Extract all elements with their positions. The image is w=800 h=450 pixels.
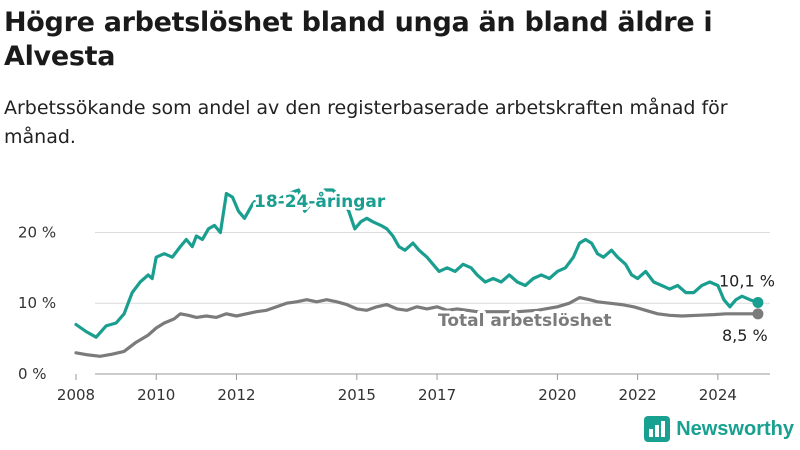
chart-series xyxy=(74,188,764,358)
y-tick-label: 20 % xyxy=(18,223,56,241)
total-end-value-label: 8,5 % xyxy=(722,326,768,345)
x-tick-label: 2015 xyxy=(338,386,376,404)
logo-text: Newsworthy xyxy=(676,417,794,440)
x-tick-label: 2017 xyxy=(418,386,456,404)
y-tick-label: 0 % xyxy=(18,365,47,383)
youth-series-label-halo: 18-24-åringar xyxy=(254,190,386,212)
line-chart: 0 % 10 % 20 % 2008 2010 2012 2015 2017 2020 2022 2… xyxy=(18,187,775,404)
x-tick-label: 2010 xyxy=(137,386,175,404)
youth-series-label-text: 18-24-åringar xyxy=(254,190,386,212)
x-tick-label: 2022 xyxy=(619,386,657,404)
chart-subtitle: Arbetssökande som andel av den registerb… xyxy=(4,97,728,148)
newsworthy-logo: Newsworthy xyxy=(644,416,794,442)
x-tick-label: 2024 xyxy=(699,386,737,404)
youth-end-value-label: 10,1 % xyxy=(719,272,775,291)
newsworthy-bar-chart-icon xyxy=(644,416,671,442)
chart-title: Högre arbetslöshet bland unga än bland ä… xyxy=(4,7,713,72)
total-end-point xyxy=(752,308,764,320)
total-series-label-halo: Total arbetslöshet xyxy=(438,311,612,331)
y-tick-label: 10 % xyxy=(18,294,56,312)
x-tick-label: 2008 xyxy=(57,386,95,404)
total-series-label-text: Total arbetslöshet xyxy=(438,311,612,331)
x-tick-label: 2020 xyxy=(538,386,576,404)
x-tick-label: 2012 xyxy=(217,386,255,404)
total-unemployment-line xyxy=(74,296,760,358)
youth-end-point xyxy=(752,297,764,309)
youth-unemployment-line xyxy=(74,188,760,339)
